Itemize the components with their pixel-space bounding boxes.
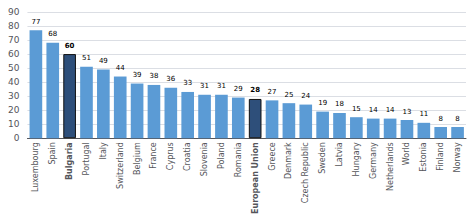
- svg-text:28: 28: [250, 86, 260, 94]
- svg-text:25: 25: [284, 91, 293, 99]
- svg-text:60: 60: [65, 42, 75, 50]
- svg-text:Estonia: Estonia: [419, 142, 428, 172]
- svg-text:50: 50: [8, 63, 20, 73]
- svg-text:27: 27: [268, 88, 277, 96]
- svg-text:World: World: [402, 142, 411, 165]
- svg-text:8: 8: [455, 115, 459, 123]
- svg-text:18: 18: [335, 100, 344, 108]
- svg-text:European Union: European Union: [251, 142, 260, 214]
- svg-text:24: 24: [301, 92, 310, 100]
- svg-text:51: 51: [82, 54, 91, 62]
- svg-text:15: 15: [352, 105, 361, 113]
- svg-text:Germany: Germany: [369, 142, 378, 179]
- svg-text:20: 20: [8, 105, 20, 115]
- svg-text:Poland: Poland: [217, 142, 226, 169]
- svg-text:31: 31: [217, 82, 226, 90]
- svg-text:Denmark: Denmark: [284, 142, 293, 179]
- svg-text:31: 31: [200, 82, 209, 90]
- svg-text:Spain: Spain: [48, 142, 57, 164]
- svg-text:Cyprus: Cyprus: [166, 142, 175, 170]
- svg-text:Bulgaria: Bulgaria: [65, 142, 74, 180]
- svg-text:14: 14: [386, 106, 395, 114]
- svg-text:Czech Republic: Czech Republic: [301, 142, 310, 203]
- svg-text:60: 60: [8, 49, 20, 59]
- svg-text:8: 8: [438, 115, 442, 123]
- svg-text:Finland: Finland: [436, 142, 445, 171]
- svg-text:Luxembourg: Luxembourg: [31, 142, 40, 192]
- svg-text:Slovenia: Slovenia: [200, 142, 209, 176]
- svg-text:Latvia: Latvia: [335, 142, 344, 166]
- svg-text:70: 70: [8, 35, 20, 45]
- svg-text:Romania: Romania: [234, 142, 243, 177]
- svg-text:30: 30: [8, 91, 20, 101]
- svg-text:39: 39: [133, 71, 142, 79]
- svg-text:40: 40: [8, 77, 20, 87]
- svg-text:11: 11: [419, 110, 428, 118]
- svg-text:Italy: Italy: [99, 142, 108, 160]
- svg-text:Sweden: Sweden: [318, 142, 327, 174]
- svg-text:Switzerland: Switzerland: [116, 142, 125, 189]
- svg-text:Hungary: Hungary: [352, 142, 361, 176]
- svg-text:38: 38: [149, 72, 158, 80]
- svg-text:80: 80: [8, 21, 20, 31]
- svg-text:Belgium: Belgium: [133, 142, 142, 175]
- svg-text:10: 10: [8, 119, 20, 129]
- svg-text:France: France: [149, 142, 158, 169]
- svg-text:49: 49: [99, 57, 108, 65]
- svg-text:68: 68: [48, 30, 57, 38]
- svg-text:Croatia: Croatia: [183, 142, 192, 171]
- svg-text:29: 29: [234, 85, 243, 93]
- svg-text:14: 14: [369, 106, 378, 114]
- svg-text:90: 90: [8, 7, 20, 17]
- svg-text:0: 0: [14, 133, 20, 143]
- svg-text:Norway: Norway: [453, 142, 462, 173]
- svg-text:13: 13: [403, 108, 412, 116]
- svg-text:33: 33: [183, 79, 192, 87]
- svg-text:Portugal: Portugal: [82, 142, 91, 175]
- svg-text:44: 44: [116, 64, 125, 72]
- svg-text:Netherlands: Netherlands: [386, 142, 395, 191]
- svg-text:77: 77: [31, 18, 40, 26]
- svg-text:19: 19: [318, 99, 327, 107]
- svg-text:Greece: Greece: [268, 142, 277, 171]
- svg-text:36: 36: [166, 75, 175, 83]
